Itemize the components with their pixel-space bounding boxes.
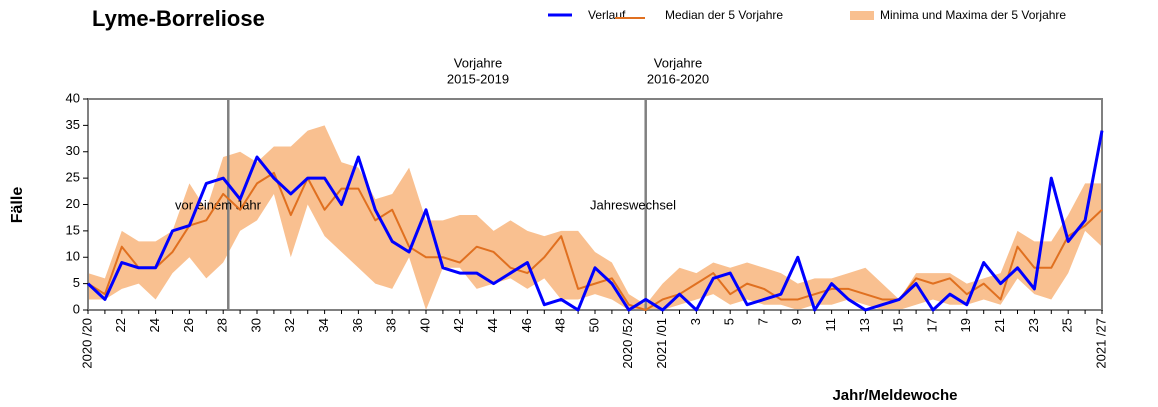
legend-label: Minima und Maxima der 5 Vorjahre — [880, 8, 1066, 22]
x-tick-label: 9 — [789, 318, 804, 325]
x-tick-label: 50 — [586, 318, 601, 332]
x-tick-label: 34 — [316, 318, 331, 332]
x-tick-label: 40 — [417, 318, 432, 332]
y-tick-label: 5 — [73, 275, 80, 290]
range-area — [88, 125, 1102, 310]
x-tick-label: 44 — [485, 318, 500, 332]
legend-label: Verlauf — [588, 8, 626, 22]
x-tick-label: 22 — [113, 318, 128, 332]
y-tick-label: 25 — [66, 170, 80, 185]
x-tick-label: 2021 /27 — [1093, 318, 1108, 369]
x-tick-label: 2020 /20 — [79, 318, 94, 369]
x-tick-label: 48 — [553, 318, 568, 332]
x-tick-label: 28 — [215, 318, 230, 332]
x-axis-label: Jahr/Meldewoche — [832, 387, 957, 404]
x-tick-label: 25 — [1060, 318, 1075, 332]
annotation: Vorjahre — [654, 55, 702, 70]
x-tick-label: 7 — [755, 318, 770, 325]
x-tick-label: 3 — [688, 318, 703, 325]
annotation: 2015-2019 — [447, 71, 509, 86]
chart-title: Lyme-Borreliose — [92, 6, 265, 31]
x-tick-label: 19 — [958, 318, 973, 332]
y-tick-label: 10 — [66, 249, 80, 264]
legend-swatch — [850, 11, 874, 20]
x-tick-label: 26 — [181, 318, 196, 332]
x-tick-label: 13 — [857, 318, 872, 332]
annotation: 2016-2020 — [647, 71, 709, 86]
x-tick-label: 38 — [384, 318, 399, 332]
series-line — [87, 171, 1103, 311]
x-tick-label: 24 — [147, 318, 162, 332]
y-tick-label: 15 — [66, 222, 80, 237]
x-tick-label: 2021 /01 — [654, 318, 669, 369]
x-tick-label: 5 — [722, 318, 737, 325]
y-tick-label: 0 — [73, 301, 80, 316]
series-line — [86, 130, 1104, 312]
x-tick-label: 36 — [350, 318, 365, 332]
x-tick-label: 21 — [992, 318, 1007, 332]
annotation: vor einem Jahr — [175, 197, 262, 212]
x-tick-label: 30 — [248, 318, 263, 332]
x-tick-label: 32 — [282, 318, 297, 332]
y-axis-label: Fälle — [9, 187, 26, 224]
y-tick-label: 20 — [66, 196, 80, 211]
y-tick-label: 40 — [66, 90, 80, 105]
x-tick-label: 23 — [1026, 318, 1041, 332]
annotation: Vorjahre — [454, 55, 502, 70]
y-tick-label: 30 — [66, 143, 80, 158]
x-tick-label: 2020 /52 — [620, 318, 635, 369]
x-tick-label: 46 — [519, 318, 534, 332]
x-tick-label: 42 — [451, 318, 466, 332]
legend-label: Median der 5 Vorjahre — [665, 8, 783, 22]
annotation: Jahreswechsel — [590, 197, 676, 212]
x-tick-label: 17 — [924, 318, 939, 332]
x-tick-label: 11 — [823, 318, 838, 332]
y-tick-label: 35 — [66, 117, 80, 132]
x-tick-label: 15 — [891, 318, 906, 332]
